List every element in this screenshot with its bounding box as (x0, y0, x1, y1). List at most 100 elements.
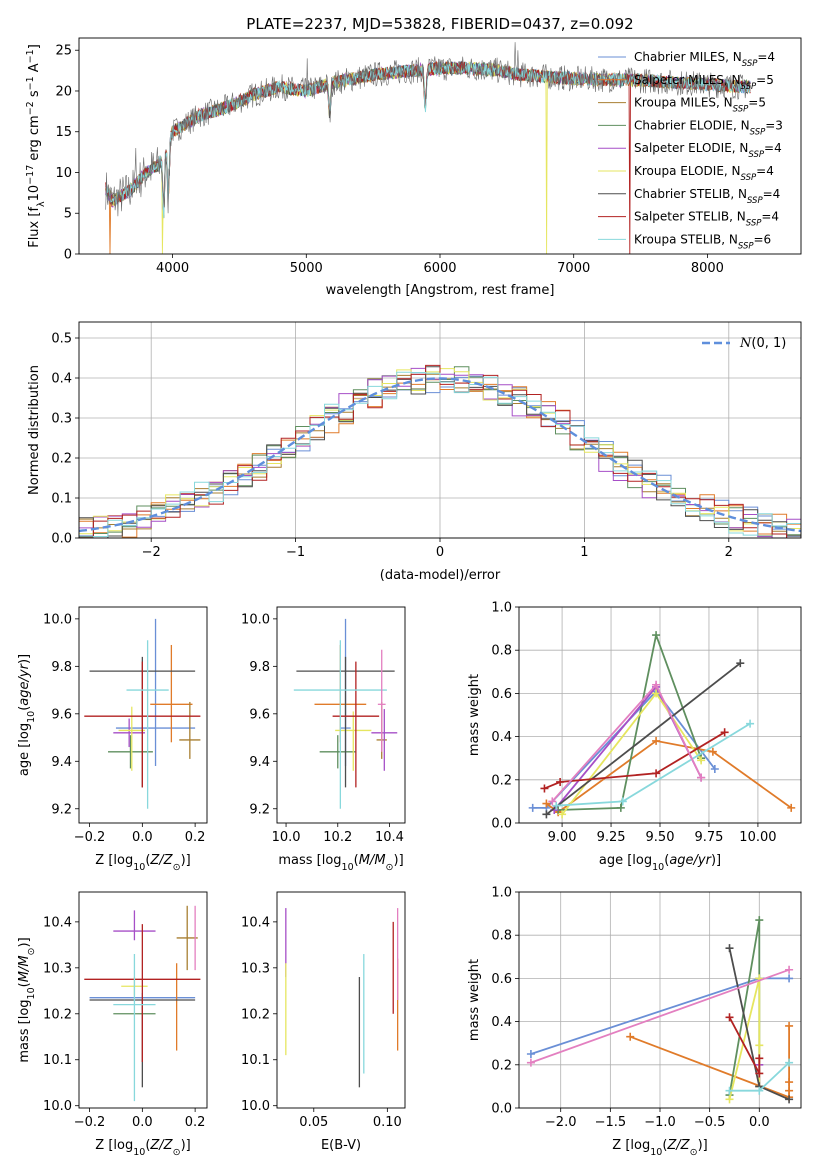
legend-text: Kroupa MILES, N (634, 96, 733, 110)
x-tick-label: 0.0 (132, 1115, 153, 1130)
x-tick-label: 0 (436, 545, 444, 560)
x-axis-label: mass [log10(M/M⊙)] (278, 853, 403, 873)
label-part: ( (354, 853, 359, 868)
x-tick-label: −0.2 (74, 1115, 106, 1130)
label-part: Z/Z (149, 853, 173, 868)
label-part: )] (17, 654, 32, 664)
x-tick-label: −1.5 (595, 1115, 627, 1130)
y-tick-label: 0 (64, 248, 72, 263)
y-tick-label: 0.6 (491, 972, 512, 987)
weight-line (728, 978, 761, 1100)
panel-6: −0.2 0.0 0.210.010.110.210.310.4Z [log10(Z… (17, 891, 208, 1158)
weight-point (736, 659, 745, 668)
plot-area (79, 364, 801, 538)
label-part: −1 (25, 49, 36, 63)
legend-sub: SSP (741, 173, 757, 183)
legend-entry: N(0, 1) (739, 336, 786, 351)
x-tick-label: 10.00 (739, 830, 776, 845)
x-tick-label: 0.0 (749, 1115, 770, 1130)
y-tick-label: 0.4 (491, 1015, 512, 1030)
y-tick-label: 0.0 (491, 817, 512, 832)
panel-7: 0.05 0.10 10.0 10.1 10.2 10.3 10.4 E(B-V) (241, 891, 406, 1153)
weight-point (785, 1058, 794, 1067)
legend-text: Kroupa STELIB, N (634, 232, 738, 246)
label-part: s (27, 90, 42, 101)
weight-point (556, 777, 565, 786)
label-part: ] (27, 44, 42, 49)
label-part: )] (181, 853, 191, 868)
label-part: age/yr (669, 853, 712, 868)
x-tick-label: 1 (580, 545, 588, 560)
label-part: 10 (652, 862, 664, 873)
weight-point (725, 944, 734, 953)
x-tick-label: 10.2 (323, 830, 352, 845)
y-tick-label: 10 (55, 166, 72, 181)
legend-entry: Kroupa MILES, NSSP=5 (634, 96, 766, 115)
label-part: ( (17, 982, 32, 987)
x-axis-label: wavelength [Angstrom, rest frame] (326, 283, 555, 298)
legend-sub: SSP (738, 241, 754, 251)
legend: N(0, 1) (702, 336, 786, 351)
x-tick-label: −0.2 (74, 830, 106, 845)
legend-args: (0, 1) (751, 336, 786, 351)
panel-8: −2.0 −1.5 −1.0 −0.5 0.0 0.0 0.2 0.4 0.6 0.8 1.0 Z [… (467, 886, 802, 1158)
weight-point (785, 965, 794, 974)
y-tick-label: 25 (55, 44, 72, 59)
y-tick-label: 0.2 (491, 1058, 512, 1073)
legend-sub: SSP (748, 150, 764, 160)
label-part: age [log (599, 853, 652, 868)
y-tick-label: 1.0 (491, 601, 512, 616)
label-part: )] (17, 937, 32, 947)
x-tick-label: 2 (725, 545, 733, 560)
y-axis-label: mass weight (467, 959, 482, 1041)
plot-area (285, 908, 399, 1088)
y-tick-label: 0.0 (51, 532, 72, 547)
grid (79, 322, 801, 539)
weight-point (697, 773, 706, 782)
panel-3: −0.2 0.0 0.29.29.49.69.810.0Z [log10(Z/Z⊙)… (17, 606, 208, 873)
legend-text: Chabrier ELODIE, N (634, 118, 750, 132)
x-axis-label: Z [log10(Z/Z⊙)] (95, 1138, 190, 1158)
legend-value: =5 (748, 96, 766, 110)
label-part: 10 (26, 987, 37, 999)
plot-area (528, 631, 796, 819)
axes-frame (276, 606, 406, 824)
y-tick-label: 10.1 (241, 1053, 270, 1068)
y-tick-label: 15 (55, 125, 72, 140)
legend-value: =4 (761, 210, 779, 224)
weight-point (526, 1058, 535, 1067)
label-part: mass [log (278, 853, 341, 868)
label-part: ( (17, 706, 32, 711)
y-tick-label: 0.2 (491, 773, 512, 788)
label-part: 10 (133, 862, 145, 873)
label-part: )] (394, 853, 404, 868)
legend-entry: Salpeter STELIB, NSSP=4 (634, 210, 779, 229)
label-part: M/M (359, 853, 386, 868)
x-axis-label: age [log10(age/yr)] (599, 853, 721, 873)
legend-sub: SSP (742, 59, 758, 69)
x-axis-label: Z [log10(Z/Z⊙)] (612, 1138, 707, 1158)
axes-frame (518, 891, 802, 1109)
axes-frame (78, 37, 802, 255)
x-tick-label: 6000 (423, 261, 456, 276)
y-tick-label: 10.4 (43, 915, 72, 930)
label-part: 10 (27, 185, 42, 202)
x-tick-label: 0.2 (185, 830, 206, 845)
legend-text: Salpeter ELODIE, N (634, 141, 748, 155)
weight-line (551, 683, 702, 802)
y-tick-label: 10.3 (241, 961, 270, 976)
y-axis-label: mass weight (467, 674, 482, 756)
weight-point (552, 801, 561, 810)
x-tick-label: −1.0 (644, 1115, 676, 1130)
x-tick-label: −2.0 (545, 1115, 577, 1130)
x-tick-label: 9.50 (646, 830, 675, 845)
label-part: Z/Z (149, 1138, 173, 1153)
weight-point (652, 680, 661, 689)
x-tick-label: 9.25 (597, 830, 626, 845)
x-tick-label: 8000 (691, 261, 724, 276)
legend-sub: SSP (750, 127, 766, 137)
x-tick-label: 4000 (156, 261, 189, 276)
label-part: ( (664, 853, 669, 868)
label-part: 10 (133, 1147, 145, 1158)
x-tick-label: 10.4 (375, 830, 404, 845)
